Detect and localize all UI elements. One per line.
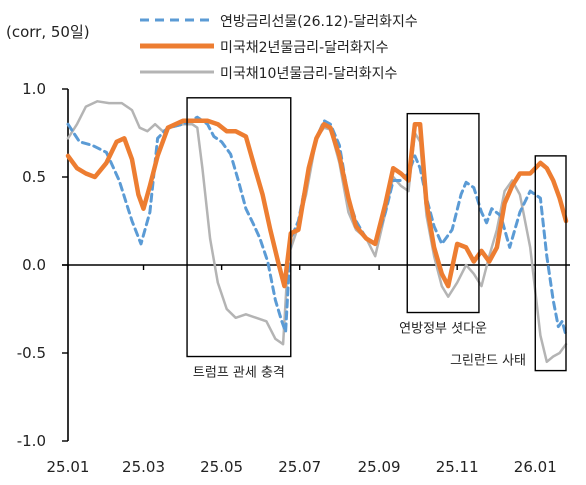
x-tick-label: 25.05 [200, 458, 243, 476]
x-axis-ticks: 25.01 25.03 25.05 25.07 25.09 25.11 26.01 [47, 265, 557, 476]
annotation-label-2: 그린란드 사태 [450, 354, 526, 369]
x-tick-label: 25.01 [47, 458, 90, 476]
y-tick-label: -1.0 [17, 432, 46, 450]
x-tick-label: 25.11 [436, 458, 479, 476]
annotation-label-1: 연방정부 셧다운 [399, 322, 487, 337]
legend-label-2: 미국채10년물금리-달러화지수 [220, 66, 398, 82]
y-tick-label: 0.0 [22, 256, 46, 274]
x-tick-label: 26.01 [514, 458, 557, 476]
y-tick-label: -0.5 [17, 344, 46, 362]
annotation-label-0: 트럼프 관세 충격 [193, 366, 285, 381]
annotation-box-2 [534, 155, 567, 372]
y-tick-label: 0.5 [22, 168, 46, 186]
series-layer [65, 100, 569, 364]
series-line-1 [65, 118, 569, 289]
legend-label-1: 미국채2년물금리-달러화지수 [220, 40, 389, 56]
x-tick-label: 25.03 [122, 458, 165, 476]
x-tick-label: 25.09 [358, 458, 401, 476]
x-tick-label: 25.07 [278, 458, 321, 476]
unit-label: (corr, 50일) [6, 23, 90, 41]
y-tick-label: 1.0 [22, 80, 46, 98]
annotation-box-1 [406, 112, 480, 314]
y-axis-ticks: 1.0 0.5 0.0 -0.5 -1.0 [17, 80, 68, 450]
legend: 연방금리선물(26.12)-달러화지수 미국채2년물금리-달러화지수 미국채10… [140, 14, 418, 82]
series-line-0 [66, 115, 568, 337]
annotation-box-0 [186, 97, 292, 358]
legend-label-0: 연방금리선물(26.12)-달러화지수 [220, 14, 418, 30]
